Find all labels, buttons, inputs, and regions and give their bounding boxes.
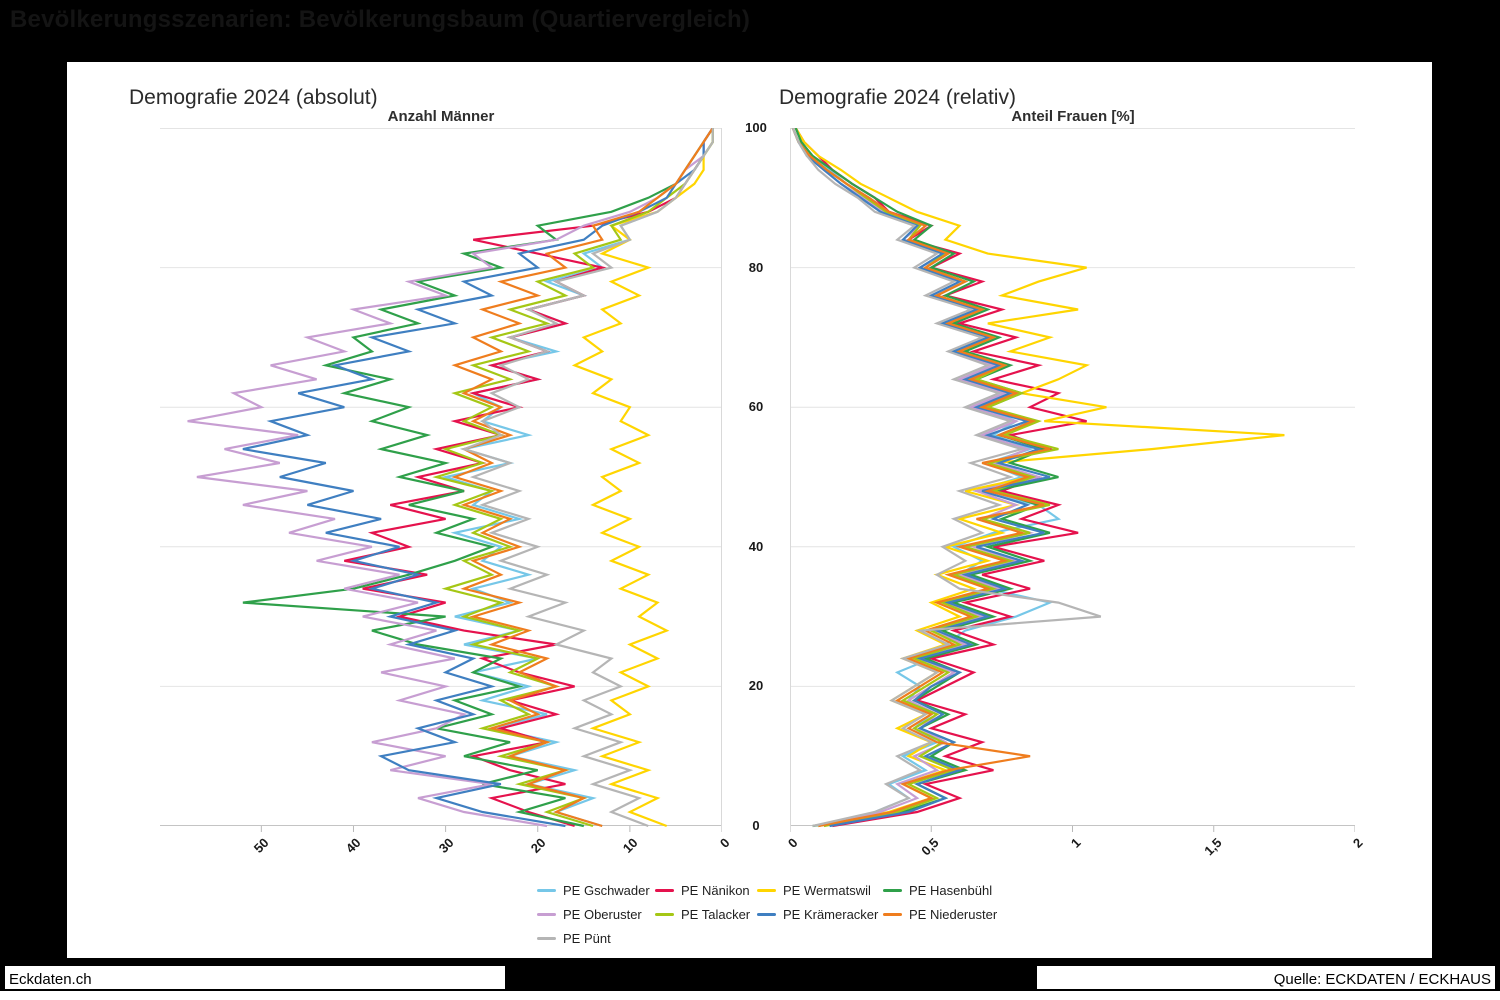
- chart-legend: PE Gschwader PE Nänikon PE Wermatswil PE Ha…: [537, 878, 1023, 950]
- legend-label: PE Krämeracker: [783, 906, 879, 922]
- legend-item-pe-hasenbühl: PE Hasenbühl: [883, 883, 1023, 898]
- axis-title-maenner: Anzahl Männer: [387, 108, 495, 125]
- footer-brand-box: Eckdaten.ch: [3, 964, 507, 991]
- series-line-pe-nänikon: [344, 128, 714, 828]
- legend-item-pe-krämeracker: PE Krämeracker: [757, 907, 883, 922]
- legend-label: PE Nänikon: [681, 882, 750, 898]
- y-tick-label: 40: [748, 538, 764, 554]
- legend-item-pe-wermatswil: PE Wermatswil: [757, 883, 883, 898]
- legend-label: PE Pünt: [563, 930, 611, 946]
- x-tick-label: 50: [251, 835, 272, 856]
- legend-label: PE Oberuster: [563, 906, 642, 922]
- legend-swatch: [757, 888, 776, 892]
- x-tick-label: 1: [1067, 835, 1084, 851]
- legend-swatch: [537, 888, 556, 892]
- chart-card: Demografie 2024 (absolut) Demografie 202…: [67, 62, 1432, 958]
- footer-brand-link[interactable]: Eckdaten.ch: [9, 971, 92, 988]
- plot-relativ: [790, 128, 1355, 834]
- legend-item-pe-nänikon: PE Nänikon: [655, 883, 757, 898]
- series-line-pe-krämeracker: [791, 128, 1051, 828]
- y-tick-label: 60: [748, 399, 764, 415]
- y-tick-label: 20: [748, 678, 764, 694]
- y-tick-label: 80: [748, 259, 764, 275]
- series-line-pe-pünt: [460, 128, 714, 828]
- legend-item-pe-pünt: PE Pünt: [537, 931, 655, 946]
- legend-swatch: [537, 912, 556, 916]
- legend-swatch: [757, 912, 776, 916]
- series-line-pe-hasenbühl: [794, 128, 1059, 828]
- series-line-pe-gschwader: [441, 128, 714, 828]
- legend-swatch: [655, 912, 674, 916]
- legend-label: PE Niederuster: [909, 906, 998, 922]
- series-line-pe-niederuster: [791, 128, 1051, 828]
- x-tick-label: 30: [435, 835, 457, 856]
- footer-source-box: Quelle: ECKDATEN / ECKHAUS: [1035, 964, 1497, 991]
- x-tick-label: 1,5: [1200, 835, 1225, 859]
- legend-swatch: [883, 912, 902, 916]
- legend-item-pe-talacker: PE Talacker: [655, 907, 757, 922]
- footer-source-link[interactable]: Quelle: ECKDATEN / ECKHAUS: [1273, 971, 1491, 988]
- series-line-pe-pünt: [791, 128, 1102, 828]
- legend-swatch: [537, 936, 556, 940]
- series-line-pe-hasenbühl: [242, 128, 714, 828]
- chart-title-absolut: Demografie 2024 (absolut): [129, 86, 378, 109]
- y-tick-label: 100: [745, 120, 767, 135]
- y-axis-labels: 0 20 40 60 80 100: [722, 120, 790, 833]
- line-chart-absolut: [160, 128, 722, 832]
- legend-label: PE Gschwader: [563, 882, 650, 898]
- series-line-pe-niederuster: [451, 128, 714, 828]
- legend-item-pe-oberuster: PE Oberuster: [537, 907, 655, 922]
- legend-label: PE Hasenbühl: [909, 882, 993, 898]
- x-tick-label: 2: [1349, 835, 1366, 851]
- legend-item-pe-niederuster: PE Niederuster: [883, 907, 1023, 922]
- y-tick-label: 0: [752, 818, 760, 833]
- footer-strip: [0, 991, 1500, 1000]
- legend-item-pe-gschwader: PE Gschwader: [537, 883, 655, 898]
- legend-label: PE Wermatswil: [783, 882, 871, 898]
- series-line-pe-oberuster: [187, 128, 714, 828]
- line-chart-relativ: [790, 128, 1355, 832]
- legend-label: PE Talacker: [681, 906, 751, 922]
- axis-title-frauen: Anteil Frauen [%]: [1011, 108, 1135, 125]
- series-line-pe-talacker: [432, 128, 714, 828]
- series-line-pe-krämeracker: [242, 128, 714, 828]
- legend-swatch: [655, 888, 674, 892]
- legend-swatch: [883, 888, 902, 892]
- series-line-pe-nänikon: [794, 128, 1087, 828]
- page-title: Bevölkerungsszenarien: Bevölkerungsbaum …: [10, 6, 751, 33]
- x-tick-label: 40: [343, 835, 365, 856]
- chart-title-relativ: Demografie 2024 (relativ): [779, 86, 1016, 109]
- plot-absolut: [160, 128, 722, 834]
